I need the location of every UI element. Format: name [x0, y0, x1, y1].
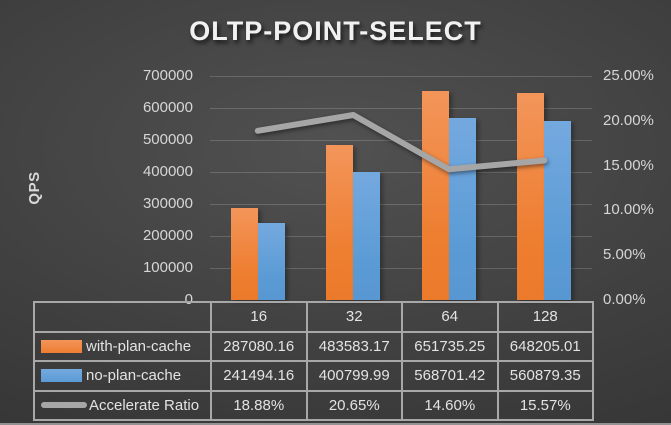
data-table: 16 32 64 128 with-plan-cache 287080.16 4… — [33, 301, 594, 421]
no-plan-cache-swatch-icon — [41, 369, 82, 383]
category-label-32: 32 — [305, 301, 403, 333]
table-row-with-plan-cache: with-plan-cache 287080.16 483583.17 6517… — [33, 330, 594, 362]
left-axis: 700000 600000 500000 400000 300000 20000… — [60, 66, 196, 310]
gridline — [210, 172, 592, 173]
table-row-no-plan-cache: no-plan-cache 241494.16 400799.99 568701… — [33, 360, 594, 392]
left-axis-tick: 200000 — [142, 227, 193, 244]
category-label-16: 16 — [210, 301, 308, 333]
value-cell: 287080.16 — [210, 330, 308, 362]
legend-accelerate-ratio: Accelerate Ratio — [33, 389, 212, 421]
legend-with-plan-cache: with-plan-cache — [33, 330, 212, 362]
right-axis-tick: 15.00% — [603, 156, 654, 174]
gridline — [210, 108, 592, 109]
left-axis-tick: 100000 — [142, 259, 193, 276]
right-axis-tick: 10.00% — [603, 201, 654, 219]
bar-with-plan-cache-128 — [517, 92, 545, 300]
accelerate-ratio-line — [254, 112, 548, 173]
chart-title: OLTP-POINT-SELECT — [189, 16, 482, 46]
legend-no-plan-cache: no-plan-cache — [33, 360, 212, 392]
series-name-no-plan-cache: no-plan-cache — [86, 367, 182, 385]
right-axis-tick: 0.00% — [603, 290, 646, 308]
left-axis-tick: 300000 — [142, 195, 193, 212]
value-cell: 568701.42 — [401, 360, 499, 392]
bar-no-plan-cache-32 — [353, 171, 381, 300]
plot-area — [210, 76, 592, 300]
table-corner — [33, 301, 212, 333]
value-cell: 241494.16 — [210, 360, 308, 392]
left-axis-tick: 0 — [184, 291, 193, 308]
right-axis: 25.00% 20.00% 15.00% 10.00% 5.00% 0.00% — [603, 66, 671, 310]
category-label-128: 128 — [496, 301, 594, 333]
gridline — [210, 236, 592, 237]
series-name-with-plan-cache: with-plan-cache — [86, 337, 192, 355]
bar-with-plan-cache-64 — [421, 91, 449, 300]
right-axis-tick: 5.00% — [603, 246, 646, 264]
series-name-accelerate-ratio: Accelerate Ratio — [89, 396, 200, 414]
value-cell: 18.88% — [210, 389, 308, 421]
accelerate-ratio-line-swatch-icon — [41, 402, 87, 409]
bar-with-plan-cache-32 — [326, 145, 354, 300]
value-cell: 651735.25 — [401, 330, 499, 362]
bar-no-plan-cache-128 — [544, 120, 572, 300]
bar-with-plan-cache-16 — [230, 208, 258, 300]
value-cell: 14.60% — [401, 389, 499, 421]
left-axis-title: QPS — [25, 171, 43, 205]
gridline — [210, 204, 592, 205]
value-cell: 648205.01 — [496, 330, 594, 362]
value-cell: 560879.35 — [496, 360, 594, 392]
right-axis-tick: 20.00% — [603, 111, 654, 129]
value-cell: 400799.99 — [305, 360, 403, 392]
bar-no-plan-cache-64 — [448, 118, 476, 300]
category-label-64: 64 — [401, 301, 499, 333]
table-row-accelerate-ratio: Accelerate Ratio 18.88% 20.65% 14.60% 15… — [33, 389, 594, 421]
value-cell: 15.57% — [496, 389, 594, 421]
right-axis-tick: 25.00% — [603, 67, 654, 84]
left-axis-tick: 600000 — [142, 99, 193, 116]
gridline — [210, 268, 592, 269]
bar-no-plan-cache-16 — [257, 222, 285, 300]
value-cell: 483583.17 — [305, 330, 403, 362]
left-axis-tick: 700000 — [142, 67, 193, 84]
value-cell: 20.65% — [305, 389, 403, 421]
with-plan-cache-swatch-icon — [41, 339, 82, 353]
gridline — [210, 76, 592, 77]
category-row: 16 32 64 128 — [33, 301, 594, 333]
left-axis-tick: 500000 — [142, 131, 193, 148]
left-axis-tick: 400000 — [142, 163, 193, 180]
